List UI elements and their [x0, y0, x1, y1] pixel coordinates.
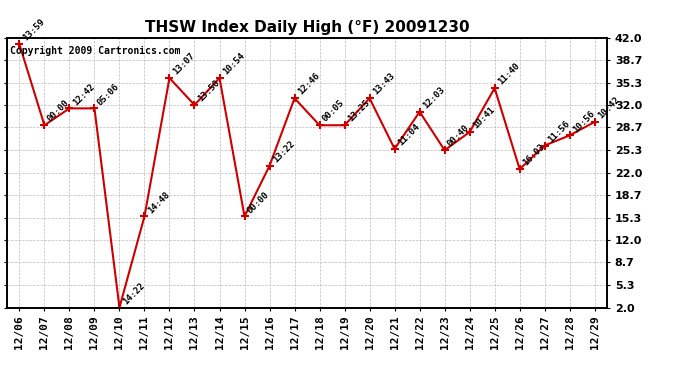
- Text: 10:54: 10:54: [221, 51, 246, 76]
- Text: 14:48: 14:48: [146, 190, 171, 215]
- Text: 12:42: 12:42: [71, 82, 96, 107]
- Text: Copyright 2009 Cartronics.com: Copyright 2009 Cartronics.com: [10, 46, 180, 56]
- Text: 00:00: 00:00: [246, 190, 271, 215]
- Text: 13:59: 13:59: [21, 18, 46, 43]
- Text: 13:25: 13:25: [346, 99, 371, 124]
- Text: 12:46: 12:46: [296, 72, 322, 97]
- Text: 13:43: 13:43: [371, 72, 396, 97]
- Text: 11:04: 11:04: [396, 122, 422, 147]
- Text: 00:40: 00:40: [446, 123, 471, 149]
- Text: 13:07: 13:07: [171, 51, 196, 76]
- Text: 00:00: 00:00: [46, 99, 71, 124]
- Text: 14:22: 14:22: [121, 281, 146, 306]
- Text: 12:03: 12:03: [421, 85, 446, 110]
- Text: 16:03: 16:03: [521, 142, 546, 168]
- Text: 10:41: 10:41: [471, 105, 496, 130]
- Text: 10:56: 10:56: [571, 109, 596, 134]
- Text: 13:50: 13:50: [196, 78, 221, 104]
- Text: 11:40: 11:40: [496, 62, 522, 87]
- Text: 13:22: 13:22: [271, 139, 296, 164]
- Text: 11:56: 11:56: [546, 119, 571, 144]
- Text: 05:06: 05:06: [96, 82, 121, 107]
- Text: 00:05: 00:05: [321, 99, 346, 124]
- Text: 10:42: 10:42: [596, 95, 622, 120]
- Title: THSW Index Daily High (°F) 20091230: THSW Index Daily High (°F) 20091230: [145, 20, 469, 35]
